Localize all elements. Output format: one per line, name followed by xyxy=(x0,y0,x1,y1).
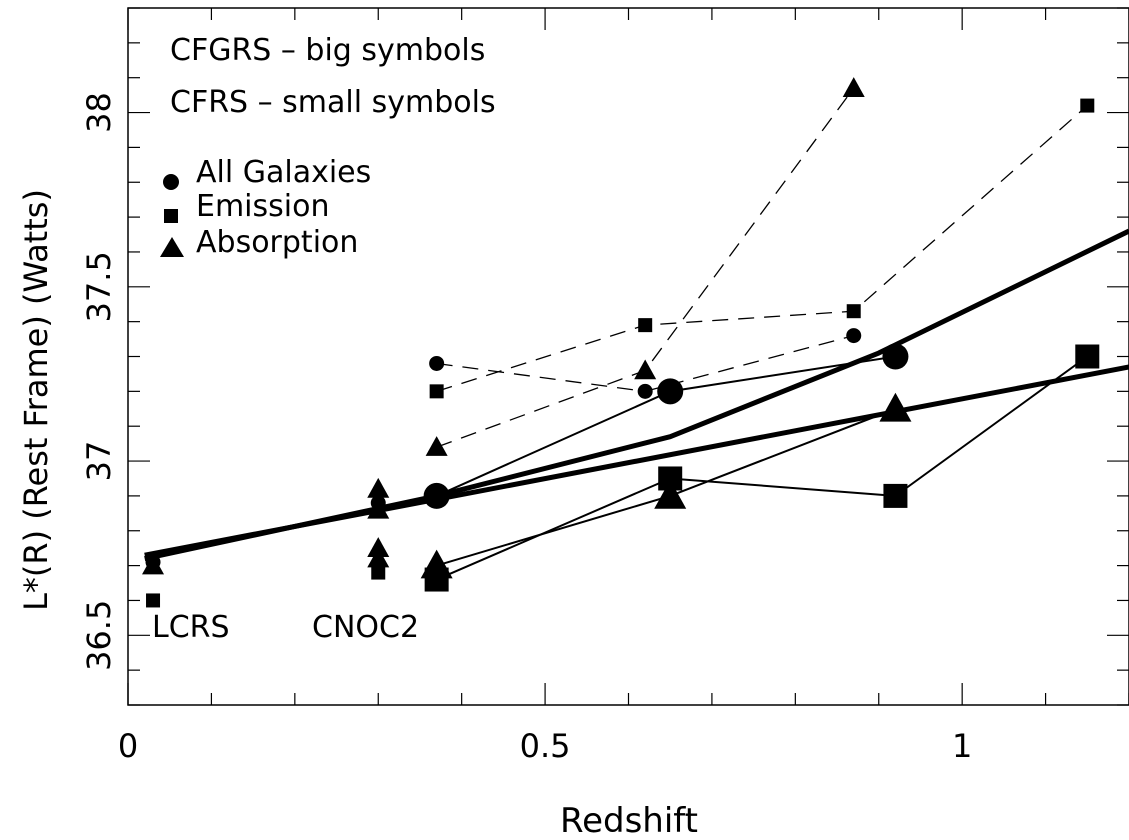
y-tick-label: 37.5 xyxy=(80,251,118,322)
legend-marker-triangle xyxy=(160,237,184,257)
marker-square xyxy=(638,318,653,333)
marker-circle xyxy=(882,343,909,370)
annotation-lcrs: LCRS xyxy=(152,610,230,645)
annotation-cfrs: CFRS – small symbols xyxy=(170,85,496,120)
y-axis-label: L*(R) (Rest Frame) (Watts) xyxy=(17,189,55,611)
marker-triangle xyxy=(842,77,865,97)
marker-triangle xyxy=(879,392,912,422)
marker-triangle xyxy=(367,498,390,519)
series-line xyxy=(436,355,1088,581)
marker-triangle xyxy=(420,549,453,579)
x-tick-label: 1 xyxy=(952,727,972,765)
series-line xyxy=(436,105,1088,392)
annotation-cnoc2: CNOC2 xyxy=(312,610,419,645)
legend-label-emission: Emission xyxy=(196,189,329,224)
annotation-cfgrs: CFGRS – big symbols xyxy=(170,33,485,68)
marker-triangle xyxy=(654,479,687,509)
x-axis-label: Redshift xyxy=(560,801,698,840)
marker-triangle xyxy=(425,436,448,456)
x-tick-label: 0.5 xyxy=(520,727,571,765)
marker-square xyxy=(1075,344,1100,369)
marker-circle xyxy=(423,482,450,509)
legend: All Galaxies Emission Absorption xyxy=(160,155,371,260)
marker-square xyxy=(1080,98,1095,113)
marker-triangle xyxy=(367,547,390,568)
marker-square xyxy=(146,593,161,608)
legend-marker-circle xyxy=(163,174,179,190)
marker-circle xyxy=(657,378,684,405)
marker-circle xyxy=(637,383,653,399)
y-tick-label: 38 xyxy=(80,92,118,133)
marker-square xyxy=(846,304,861,319)
marker-triangle xyxy=(142,554,165,575)
marker-triangle xyxy=(367,477,390,498)
marker-triangle xyxy=(367,537,390,557)
legend-marker-square xyxy=(164,209,178,223)
y-tick-label: 37 xyxy=(80,441,118,482)
marker-square xyxy=(883,483,908,508)
marker-triangle xyxy=(634,359,657,380)
plot-area: 0 0.5 1 36.5 37 37.5 38 xyxy=(80,7,1129,765)
x-tick-label: 0 xyxy=(118,727,138,765)
marker-square xyxy=(429,384,444,399)
fit-line xyxy=(144,228,1129,562)
marker-square xyxy=(371,565,386,580)
y-tick-label: 36.5 xyxy=(80,600,118,671)
marker-circle xyxy=(429,355,445,371)
legend-label-absorption: Absorption xyxy=(196,225,358,260)
marker-circle xyxy=(846,328,862,344)
legend-label-all-galaxies: All Galaxies xyxy=(196,155,371,190)
